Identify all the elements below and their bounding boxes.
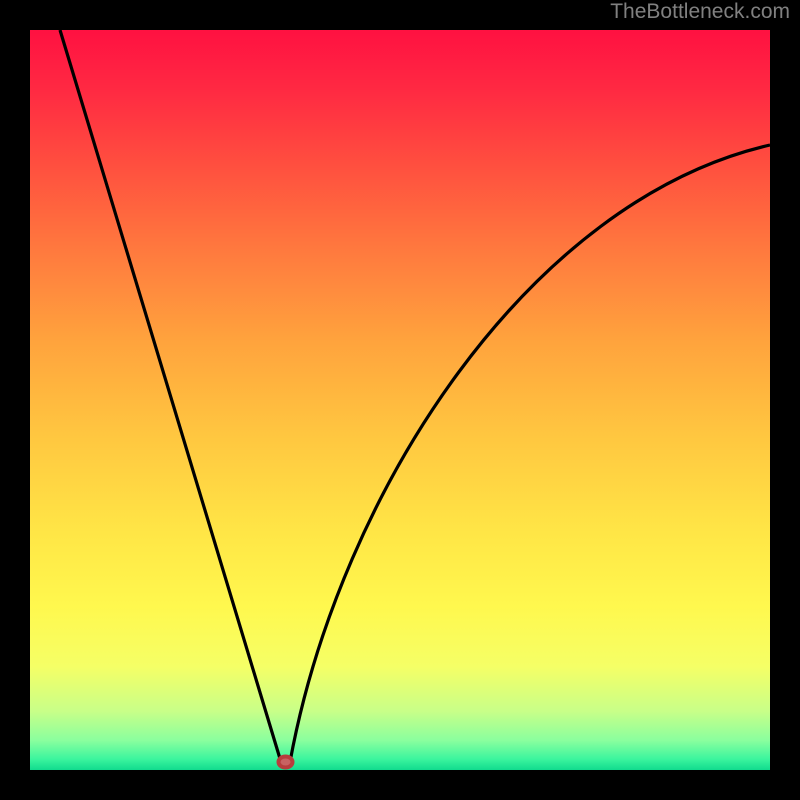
minimum-marker: [279, 757, 293, 768]
chart-container: TheBottleneck.com: [0, 0, 800, 800]
chart-svg: [0, 0, 800, 800]
plot-background: [30, 30, 770, 770]
watermark-text: TheBottleneck.com: [610, 0, 790, 24]
